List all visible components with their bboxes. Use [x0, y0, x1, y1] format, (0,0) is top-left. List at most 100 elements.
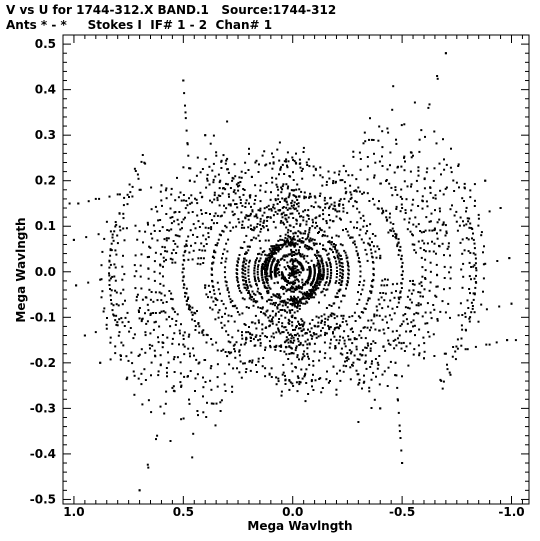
y-tick-label: 0.0	[35, 265, 56, 279]
uv-point	[296, 239, 299, 242]
uv-point	[212, 261, 215, 264]
uv-point	[365, 367, 368, 370]
uv-point	[165, 187, 168, 190]
uv-point	[388, 314, 391, 317]
uv-point	[163, 260, 166, 263]
uv-point	[238, 176, 241, 179]
uv-point	[421, 315, 424, 318]
uv-point	[292, 290, 295, 293]
uv-point	[185, 303, 188, 306]
uv-point	[123, 239, 126, 242]
uv-point	[162, 301, 165, 304]
uv-point	[417, 166, 420, 169]
uv-point	[280, 191, 283, 194]
uv-point	[310, 289, 313, 291]
uv-point	[311, 292, 314, 295]
uv-point	[452, 346, 455, 348]
uv-point	[474, 257, 477, 260]
uv-point	[242, 272, 245, 275]
plot-title-line-2: Ants * - * Stokes I IF# 1 - 2 Chan# 1	[6, 18, 273, 32]
uv-point	[241, 297, 244, 300]
uv-point	[243, 343, 246, 346]
uv-point	[374, 161, 377, 164]
uv-point	[247, 274, 250, 277]
uv-point	[305, 161, 308, 164]
uv-point	[286, 264, 289, 267]
uv-point	[254, 199, 257, 201]
uv-point	[278, 264, 281, 267]
uv-point	[283, 173, 286, 175]
uv-point	[75, 284, 78, 287]
uv-point	[385, 216, 388, 219]
uv-point	[319, 192, 322, 195]
uv-point	[116, 193, 119, 196]
uv-point	[325, 261, 328, 264]
uv-point	[261, 297, 264, 300]
uv-point	[308, 330, 311, 333]
uv-point	[329, 274, 332, 277]
uv-point	[395, 142, 398, 145]
uv-point	[296, 259, 299, 262]
uv-point	[419, 303, 422, 306]
uv-point	[321, 259, 324, 262]
uv-point	[233, 320, 236, 323]
uv-point	[468, 217, 471, 220]
uv-point	[449, 254, 451, 257]
uv-point	[317, 259, 320, 262]
uv-point	[251, 359, 254, 362]
uv-point	[291, 241, 294, 244]
uv-point	[275, 323, 278, 326]
uv-point	[241, 220, 244, 223]
uv-point	[312, 364, 315, 367]
uv-point	[277, 194, 280, 197]
uv-point	[290, 248, 293, 251]
uv-point	[359, 217, 362, 220]
uv-point	[131, 185, 134, 188]
uv-point	[297, 320, 300, 323]
uv-point	[465, 210, 467, 213]
uv-point	[472, 298, 475, 301]
uv-point	[274, 266, 277, 269]
uv-point	[314, 196, 317, 199]
uv-point	[253, 269, 256, 272]
uv-point	[369, 117, 371, 120]
uv-point	[268, 162, 271, 165]
uv-point	[435, 263, 438, 266]
uv-point	[292, 253, 295, 256]
uv-point	[447, 245, 450, 248]
uv-point	[364, 361, 367, 364]
uv-point	[365, 302, 368, 305]
uv-point	[139, 264, 142, 267]
uv-point	[368, 138, 370, 141]
uv-point	[343, 330, 346, 333]
uv-point	[254, 279, 257, 282]
uv-point	[315, 221, 317, 224]
uv-point	[244, 371, 247, 374]
uv-point	[212, 402, 215, 405]
uv-point	[266, 279, 269, 282]
uv-point	[351, 315, 354, 318]
uv-point	[236, 260, 239, 263]
uv-point	[224, 312, 226, 315]
uv-point	[326, 268, 329, 271]
uv-point	[327, 284, 330, 287]
uv-point	[389, 164, 391, 167]
uv-point	[439, 210, 441, 213]
uv-point	[455, 220, 458, 223]
uv-point	[168, 315, 171, 318]
uv-point	[444, 52, 447, 55]
uv-point	[409, 280, 412, 282]
uv-point	[231, 390, 234, 393]
uv-point	[160, 310, 163, 313]
uv-point	[294, 244, 297, 247]
uv-point	[187, 347, 190, 350]
uv-point	[303, 291, 306, 294]
uv-point	[309, 283, 312, 285]
uv-point	[473, 277, 476, 280]
uv-point	[319, 270, 322, 273]
uv-point	[288, 265, 291, 268]
uv-point	[259, 217, 262, 220]
uv-point	[412, 234, 414, 237]
uv-point	[386, 278, 389, 281]
uv-point	[192, 249, 195, 252]
